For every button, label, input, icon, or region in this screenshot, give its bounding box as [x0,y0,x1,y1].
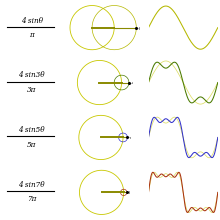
Text: 7π: 7π [27,195,36,204]
Text: 4 sinθ: 4 sinθ [21,16,43,25]
Text: 4 sin7θ: 4 sin7θ [18,181,45,189]
Text: π: π [29,31,34,39]
Text: 4 sin5θ: 4 sin5θ [18,126,45,134]
Text: 3π: 3π [27,86,36,94]
Text: 5π: 5π [27,141,36,149]
Text: 4 sin3θ: 4 sin3θ [18,72,45,79]
